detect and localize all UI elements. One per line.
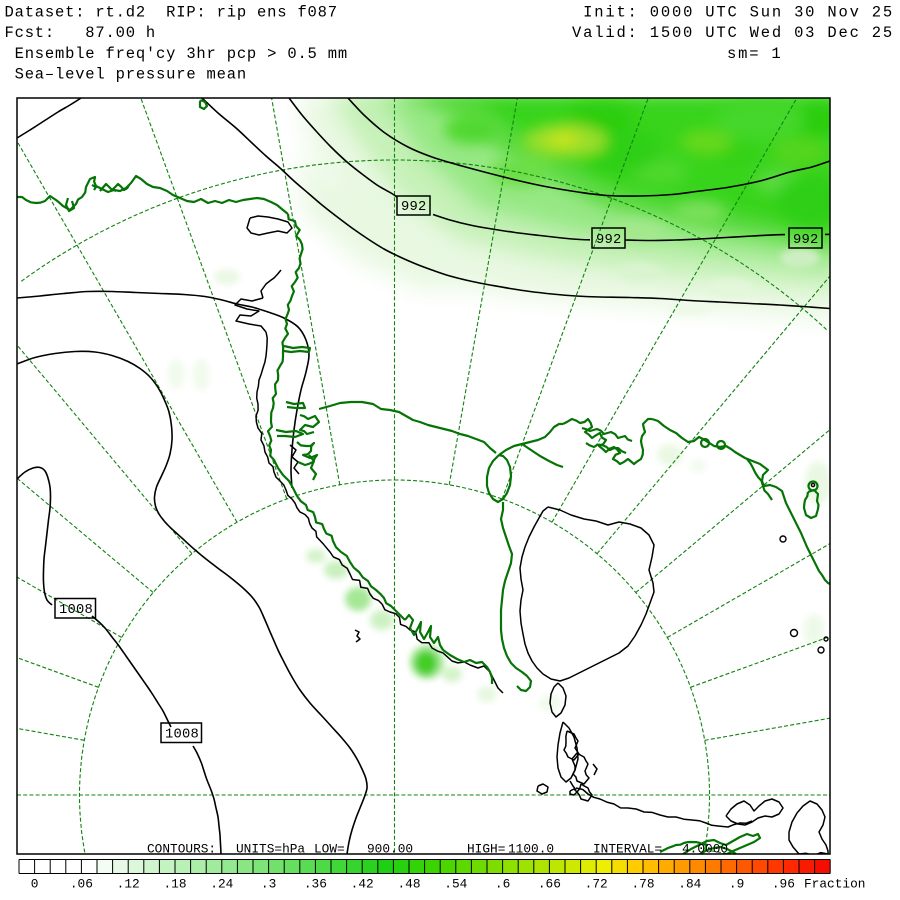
svg-text:992: 992 [793,233,818,248]
svg-text:.18: .18 [163,877,186,892]
svg-text:1008: 1008 [59,603,93,618]
svg-text:Ensemble freq'cy 3hr pcp > 0.5: Ensemble freq'cy 3hr pcp > 0.5 mm [5,45,348,63]
svg-text:.42: .42 [351,877,374,892]
svg-text:HIGH=: HIGH= [467,841,505,856]
svg-text:.06: .06 [70,877,93,892]
svg-text:Fcst: 87.00 h: Fcst: 87.00 h [5,24,157,42]
svg-text:.84: .84 [678,877,701,892]
svg-text:900.00: 900.00 [367,841,413,856]
svg-text:.54: .54 [444,877,467,892]
svg-text:.72: .72 [585,877,608,892]
svg-text:Fraction: Fraction [804,877,865,892]
svg-text:LOW=: LOW= [314,841,345,856]
svg-text:.48: .48 [397,877,420,892]
svg-text:Valid: 1500 UTC Wed 03 Dec 25: Valid: 1500 UTC Wed 03 Dec 25 [572,24,894,42]
svg-text:4.0000: 4.0000 [682,841,728,856]
svg-text:INTERVAL=: INTERVAL= [593,841,662,856]
svg-text:1100.0: 1100.0 [508,841,554,856]
svg-text:UNITS=hPa: UNITS=hPa [236,841,305,856]
svg-text:.66: .66 [538,877,561,892]
svg-text:.9: .9 [729,877,744,892]
svg-text:Init: 0000 UTC Sun 30 Nov 25: Init: 0000 UTC Sun 30 Nov 25 [583,3,894,21]
svg-text:.96: .96 [772,877,795,892]
svg-text:992: 992 [401,200,426,215]
svg-text:.6: .6 [495,877,510,892]
svg-text:992: 992 [596,233,621,248]
svg-text:sm= 1: sm= 1 [727,45,783,63]
svg-text:.78: .78 [631,877,654,892]
svg-text:.24: .24 [210,877,233,892]
svg-text:.3: .3 [261,877,276,892]
svg-text:CONTOURS:: CONTOURS: [147,841,216,856]
svg-text:.36: .36 [304,877,327,892]
svg-text:Sea–level pressure mean: Sea–level pressure mean [5,66,247,84]
svg-text:Dataset: rt.d2 RIP: rip ens f: Dataset: rt.d2 RIP: rip ens f087 [5,3,338,21]
svg-text:0: 0 [31,877,39,892]
svg-text:.12: .12 [117,877,140,892]
svg-text:1008: 1008 [165,728,199,743]
